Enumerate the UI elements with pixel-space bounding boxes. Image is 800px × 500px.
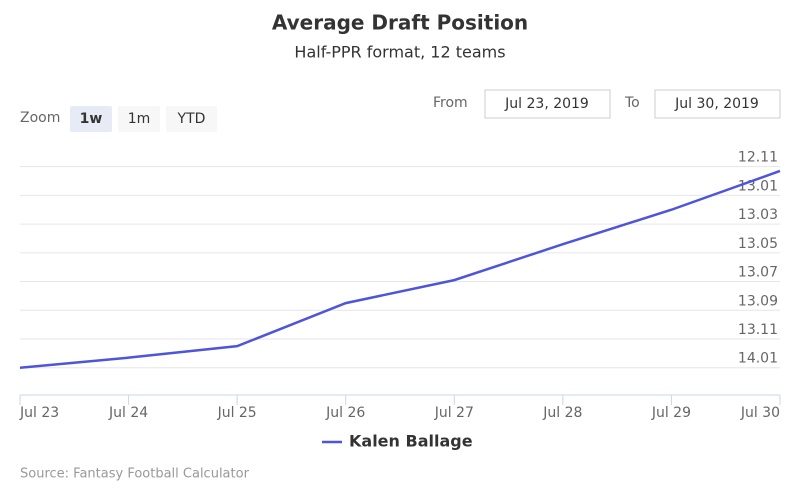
credits: Source: Fantasy Football Calculator	[20, 467, 250, 482]
zoom-button-label[interactable]: 1w	[80, 111, 103, 127]
x-tick-label: Jul 28	[542, 405, 582, 421]
x-tick-label: Jul 27	[434, 405, 474, 421]
x-tick-label: Jul 30	[740, 405, 780, 421]
x-tick-label: Jul 24	[108, 405, 148, 421]
to-label: To	[624, 95, 640, 111]
y-tick-label: 13.11	[738, 322, 778, 338]
zoom-button[interactable]	[118, 106, 160, 132]
data-line	[19, 169, 781, 369]
y-tick-label: 13.07	[738, 265, 778, 281]
to-input[interactable]	[654, 89, 781, 119]
x-tick-label: Jul 26	[325, 405, 365, 421]
x-tick-label: Jul 29	[651, 405, 691, 421]
legend-label[interactable]: Kalen Ballage	[349, 432, 473, 451]
zoom-button[interactable]	[166, 106, 217, 132]
chart-title: Average Draft Position	[272, 11, 528, 35]
x-tick-label: Jul 25	[217, 405, 257, 421]
y-tick-label: 13.03	[738, 207, 778, 223]
zoom-button-label[interactable]: YTD	[177, 111, 206, 127]
y-tick-label: 13.01	[738, 178, 778, 194]
chart-subtitle: Half-PPR format, 12 teams	[294, 43, 505, 62]
zoom-button[interactable]	[70, 106, 112, 132]
from-label: From	[433, 95, 468, 111]
y-tick-label: 12.11	[738, 150, 778, 166]
from-input[interactable]	[484, 89, 611, 119]
zoom-button-label[interactable]: 1m	[128, 111, 151, 127]
x-tick-label: Jul 23	[19, 405, 59, 421]
y-tick-label: 13.05	[738, 236, 778, 252]
to-value[interactable]: Jul 30, 2019	[674, 96, 759, 112]
y-tick-label: 13.09	[738, 293, 778, 309]
y-tick-label: 14.01	[738, 351, 778, 367]
zoom-label: Zoom	[20, 110, 60, 126]
from-value[interactable]: Jul 23, 2019	[504, 96, 589, 112]
